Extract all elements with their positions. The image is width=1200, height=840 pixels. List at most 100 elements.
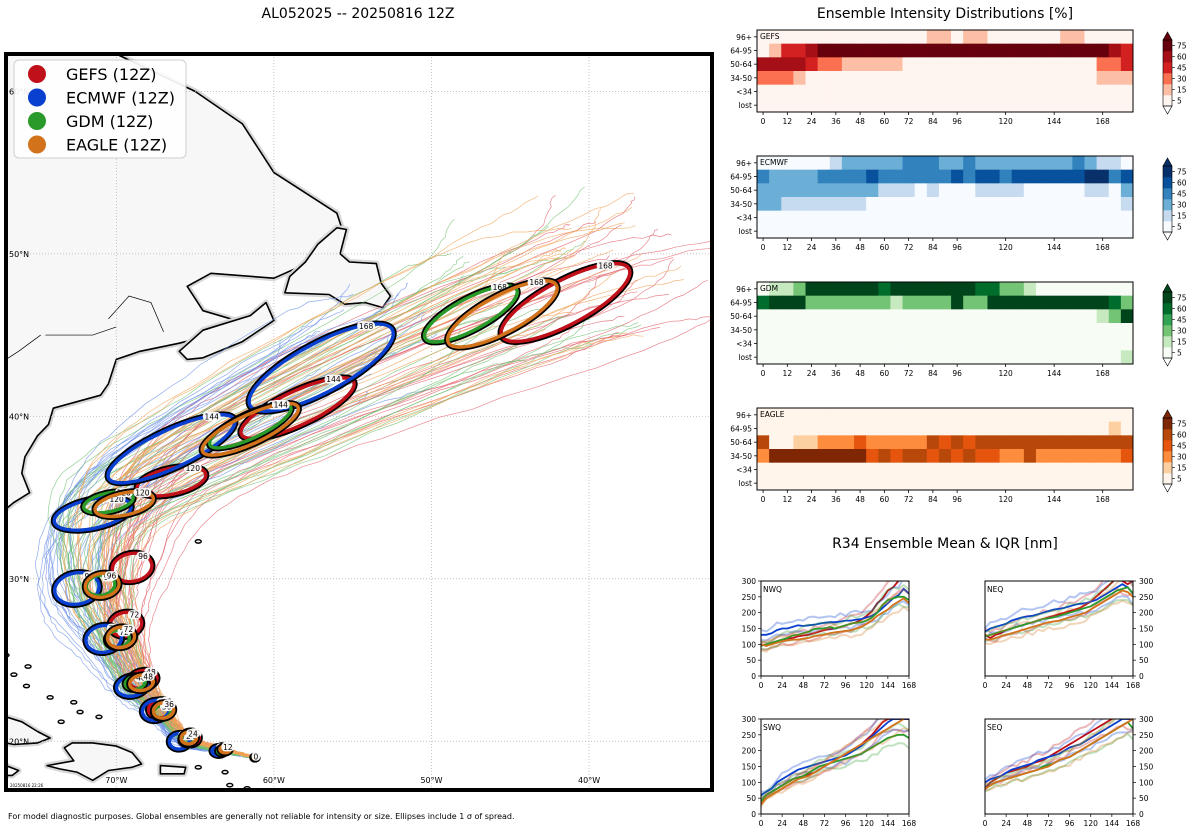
cell-ecmwf-34-14: [926, 210, 940, 225]
cell-gdm-96-8: [854, 282, 867, 297]
cell-ecmwf-6495-23: [1035, 169, 1049, 184]
cell-gefs-6495-4: [805, 43, 819, 58]
colorbar-tick-ecmwf-30: 30: [1177, 201, 1187, 210]
colorbar-segment-gefs-0: [1163, 95, 1172, 107]
r34-xtick-neq-72: 72: [1044, 681, 1054, 690]
ellipse-label-bg-eagle-96: [104, 571, 119, 581]
r34-xtick-nwq-24: 24: [777, 681, 787, 690]
cell-eagle-96-0: [757, 408, 770, 423]
r34-iqr-swq-eagle-1: [761, 719, 889, 805]
cell-gdm-96-22: [1023, 282, 1037, 297]
cell-gdm-6495-9: [866, 295, 879, 310]
r34-mean-seq-ecmwf: [985, 719, 1133, 784]
cell-gefs-3450-18: [975, 71, 988, 86]
cell-gdm-3450-0: [757, 323, 770, 338]
ellipse-label-gefs-72: 72: [130, 611, 140, 620]
cell-gefs-lost-22: [1023, 98, 1037, 113]
intensity-xtick-eagle-60: 60: [880, 495, 890, 504]
colorbar-segment-gefs-4: [1163, 51, 1172, 63]
r34-xtick-seq-120: 120: [1084, 819, 1099, 828]
cell-gdm-34-29: [1108, 336, 1122, 351]
cell-eagle-6495-28: [1096, 421, 1110, 436]
cell-eagle-96-28: [1096, 408, 1110, 423]
cell-eagle-5064-19: [987, 435, 1000, 450]
ellipse-label-gefs-96: 96: [138, 552, 148, 561]
cell-eagle-lost-8: [854, 476, 867, 491]
cell-eagle-34-6: [829, 462, 843, 477]
cell-gefs-lost-10: [878, 98, 891, 113]
cell-eagle-6495-0: [757, 421, 770, 436]
cell-ecmwf-5064-26: [1072, 183, 1085, 198]
cell-gefs-34-13: [914, 84, 928, 99]
cell-ecmwf-lost-1: [769, 224, 782, 239]
cell-gefs-lost-14: [926, 98, 940, 113]
cell-gefs-5064-15: [938, 57, 952, 72]
cell-eagle-lost-15: [938, 476, 952, 491]
cell-ecmwf-5064-1: [769, 183, 782, 198]
r34-xtick-nwq-120: 120: [860, 681, 875, 690]
r34-plot-area-seq: [985, 719, 1133, 793]
cell-gefs-96-6: [829, 30, 843, 45]
cell-ecmwf-6495-25: [1060, 169, 1073, 184]
cell-ecmwf-3450-16: [951, 197, 964, 212]
intensity-xtick-gdm-48: 48: [855, 369, 865, 378]
cell-gefs-34-17: [963, 84, 976, 99]
cell-gdm-96-27: [1084, 282, 1098, 297]
cell-gdm-5064-4: [805, 309, 819, 324]
intensity-ylabel-ecmwf-0: 96+: [736, 159, 752, 168]
cell-gdm-6495-25: [1060, 295, 1073, 310]
colorbar-segment-ecmwf-5: [1163, 166, 1172, 178]
cell-gefs-6495-11: [890, 43, 903, 58]
cell-gdm-lost-23: [1035, 350, 1049, 365]
cell-ecmwf-lost-12: [902, 224, 916, 239]
cell-eagle-lost-27: [1084, 476, 1098, 491]
cell-gefs-lost-1: [769, 98, 782, 113]
r34-xtick-swq-96: 96: [841, 819, 851, 828]
cell-ecmwf-6495-3: [793, 169, 806, 184]
cell-eagle-34-26: [1072, 462, 1085, 477]
cell-gdm-34-25: [1060, 336, 1073, 351]
cell-gefs-lost-20: [999, 98, 1013, 113]
cell-gdm-lost-0: [757, 350, 770, 365]
border-line-2: [6, 334, 41, 360]
cell-ecmwf-5064-15: [938, 183, 952, 198]
cell-gdm-3450-15: [938, 323, 952, 338]
cell-gdm-3450-10: [878, 323, 891, 338]
cell-gefs-6495-3: [793, 43, 806, 58]
r34-plot-area-swq: [761, 719, 909, 808]
cell-ecmwf-6495-27: [1084, 169, 1098, 184]
cell-gefs-34-25: [1060, 84, 1073, 99]
cell-gefs-5064-24: [1048, 57, 1061, 72]
cell-gdm-3450-28: [1096, 323, 1110, 338]
cell-eagle-lost-13: [914, 476, 928, 491]
cell-ecmwf-96-2: [781, 156, 794, 171]
colorbar-bottom-arrow-eagle: [1162, 483, 1173, 493]
cell-gefs-6495-6: [829, 43, 843, 58]
cell-gefs-3450-16: [951, 71, 964, 86]
r34-iqr-nwq-gdm-1: [761, 583, 909, 644]
cell-gefs-5064-12: [902, 57, 916, 72]
intensity-xtick-gdm-72: 72: [904, 369, 914, 378]
cell-ecmwf-5064-10: [878, 183, 891, 198]
cell-eagle-34-22: [1023, 462, 1037, 477]
colorbar-segment-eagle-0: [1163, 473, 1172, 485]
cell-gdm-6495-21: [1011, 295, 1025, 310]
cell-gefs-3450-8: [854, 71, 867, 86]
cell-gefs-lost-18: [975, 98, 988, 113]
cell-gefs-3450-5: [817, 71, 831, 86]
cell-eagle-6495-23: [1035, 421, 1049, 436]
cell-gdm-5064-14: [926, 309, 940, 324]
intensity-ylabel-gefs-0: 96+: [736, 33, 752, 42]
ellipse-label-bg-eagle-36: [162, 699, 176, 709]
cell-eagle-6495-9: [866, 421, 879, 436]
cell-gefs-6495-21: [1011, 43, 1025, 58]
cell-gdm-5064-17: [963, 309, 976, 324]
cell-gefs-34-30: [1120, 84, 1134, 99]
intensity-ylabel-gdm-5: lost: [738, 353, 752, 362]
cell-gefs-34-7: [841, 84, 855, 99]
cell-eagle-34-29: [1108, 462, 1122, 477]
colorbar-segment-ecmwf-1: [1163, 210, 1172, 222]
intensity-xtick-ecmwf-24: 24: [807, 243, 817, 252]
cell-ecmwf-3450-25: [1060, 197, 1073, 212]
cell-ecmwf-3450-9: [866, 197, 879, 212]
